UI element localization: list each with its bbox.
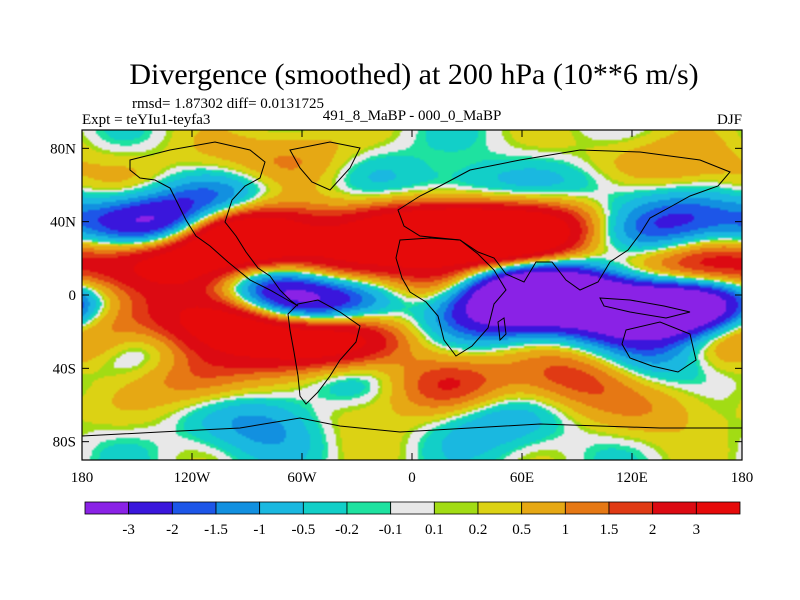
chart-title: Divergence (smoothed) at 200 hPa (10**6 … bbox=[129, 58, 698, 91]
x-tick-label: 120E bbox=[616, 470, 648, 486]
colorbar-label: 1 bbox=[562, 522, 570, 538]
y-tick-label: 80S bbox=[53, 435, 76, 451]
y-axis: 80N 40N 0 40S 80S bbox=[50, 141, 742, 451]
colorbar-swatch bbox=[128, 501, 173, 515]
x-tick-label: 180 bbox=[731, 470, 754, 486]
colorbar-swatch bbox=[652, 501, 697, 515]
colorbar-swatch bbox=[477, 501, 523, 515]
colorbar-label: -3 bbox=[122, 522, 135, 538]
colorbar-label: 2 bbox=[649, 522, 657, 538]
colorbar-swatch bbox=[390, 501, 435, 515]
colorbar-swatch bbox=[215, 501, 261, 515]
x-tick-label: 0 bbox=[408, 470, 416, 486]
colorbar-label: -2 bbox=[166, 522, 179, 538]
y-tick-label: 0 bbox=[69, 288, 77, 304]
experiment-label: Expt = teYIu1-teyfa3 bbox=[82, 112, 210, 128]
colorbar-label: -0.1 bbox=[379, 522, 403, 538]
heatmap-raster bbox=[82, 130, 742, 460]
colorbar-label: 0.2 bbox=[469, 522, 488, 538]
colorbar-label: -0.2 bbox=[335, 522, 359, 538]
x-tick-label: 60W bbox=[287, 470, 317, 486]
x-tick-label: 120W bbox=[174, 470, 212, 486]
colorbar-swatch bbox=[433, 501, 479, 515]
y-tick-label: 80N bbox=[50, 141, 76, 157]
x-tick-label: 180 bbox=[71, 470, 94, 486]
colorbar-swatch bbox=[564, 501, 610, 515]
x-axis: 180 120W 60W 0 60E 120E 180 bbox=[71, 130, 754, 486]
colorbar-swatch bbox=[695, 501, 741, 515]
colorbar-label: -1 bbox=[253, 522, 266, 538]
colorbar-label: 0.5 bbox=[512, 522, 531, 538]
y-tick-label: 40N bbox=[50, 215, 76, 231]
heatmap-field bbox=[82, 130, 742, 460]
x-tick-label: 60E bbox=[510, 470, 534, 486]
colorbar-swatch bbox=[171, 501, 217, 515]
y-tick-label: 40S bbox=[53, 361, 76, 377]
colorbar-swatch bbox=[608, 501, 654, 515]
colorbar: -3 -2 -1.5 -1 -0.5 -0.2 -0.1 0.1 0.2 0.5 1 1.5 2 3 bbox=[84, 501, 741, 538]
colorbar-swatch bbox=[302, 501, 348, 515]
colorbar-label: -1.5 bbox=[204, 522, 228, 538]
colorbar-label: 0.1 bbox=[425, 522, 444, 538]
stats-label: rmsd= 1.87302 diff= 0.0131725 bbox=[132, 96, 324, 112]
season-label: DJF bbox=[717, 112, 742, 128]
colorbar-label: -0.5 bbox=[291, 522, 315, 538]
comparison-label: 491_8_MaBP - 000_0_MaBP bbox=[323, 108, 502, 124]
colorbar-label: 3 bbox=[693, 522, 701, 538]
colorbar-label: 1.5 bbox=[600, 522, 619, 538]
colorbar-swatch bbox=[346, 501, 392, 515]
coastlines bbox=[82, 141, 742, 437]
colorbar-swatch bbox=[521, 501, 566, 515]
colorbar-swatch bbox=[259, 501, 304, 515]
colorbar-swatch bbox=[84, 501, 130, 515]
